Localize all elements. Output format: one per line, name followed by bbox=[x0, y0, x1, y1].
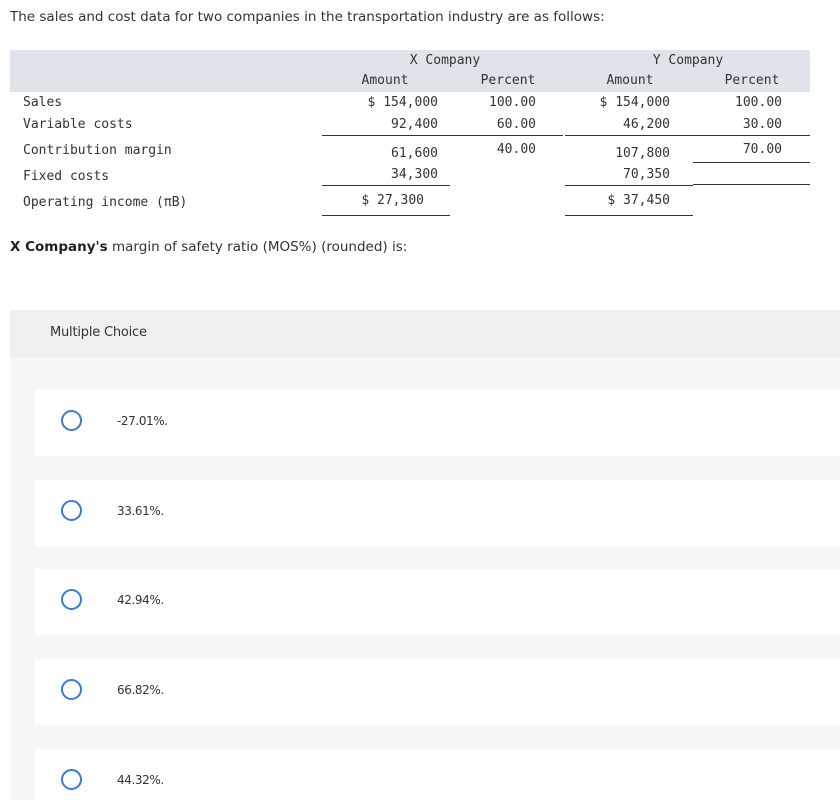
question-text: X Company's margin of safety ratio (MOS%… bbox=[10, 239, 407, 255]
x-percent-header: Percent bbox=[480, 73, 536, 88]
radio-button[interactable] bbox=[61, 769, 82, 790]
y-variable-underline bbox=[565, 135, 693, 136]
answer-option-label: 66.82%. bbox=[117, 683, 164, 697]
answer-option-label: -27.01%. bbox=[117, 414, 168, 428]
radio-button[interactable] bbox=[61, 410, 82, 431]
x-company-header: X Company bbox=[409, 53, 481, 68]
y-contribution-percent-underline bbox=[693, 162, 810, 163]
y-contribution-percent: 70.00 bbox=[742, 142, 782, 157]
multiple-choice-panel: Multiple Choice -27.01%. 33.61%. 42.94%.… bbox=[10, 310, 840, 800]
answer-option-2[interactable]: 33.61%. bbox=[35, 480, 840, 546]
answer-option-4[interactable]: 66.82%. bbox=[35, 659, 840, 725]
row-label-sales: Sales bbox=[23, 95, 63, 110]
x-variable-underline bbox=[322, 135, 450, 136]
y-percent-header: Percent bbox=[724, 73, 780, 88]
answer-option-label: 42.94%. bbox=[117, 593, 164, 607]
y-variable-percent: 30.00 bbox=[742, 117, 782, 132]
answer-option-5[interactable]: 44.32%. bbox=[35, 749, 840, 800]
radio-button[interactable] bbox=[61, 679, 82, 700]
x-variable-percent: 60.00 bbox=[496, 117, 536, 132]
y-company-header: Y Company bbox=[652, 53, 724, 68]
x-sales-percent: 100.00 bbox=[489, 95, 536, 110]
x-operating-income-underline bbox=[322, 215, 450, 216]
y-fixed-amount: 70,350 bbox=[623, 167, 670, 182]
y-sales-amount: $ 154,000 bbox=[599, 95, 670, 110]
answer-option-3[interactable]: 42.94%. bbox=[35, 569, 840, 635]
y-amount-header: Amount bbox=[606, 73, 654, 88]
answer-option-label: 44.32%. bbox=[117, 773, 164, 787]
table-header-band bbox=[10, 50, 810, 92]
x-amount-header: Amount bbox=[361, 73, 409, 88]
row-label-variable-costs: Variable costs bbox=[23, 117, 133, 132]
x-variable-amount: 92,400 bbox=[391, 117, 438, 132]
y-fixed-percent-underline bbox=[693, 184, 810, 185]
multiple-choice-title: Multiple Choice bbox=[50, 325, 147, 340]
y-operating-income-amount: $ 37,450 bbox=[607, 193, 670, 208]
row-label-operating-income: Operating income (πB) bbox=[23, 195, 188, 210]
answer-option-1[interactable]: -27.01%. bbox=[35, 390, 840, 456]
radio-button[interactable] bbox=[61, 500, 82, 521]
y-contribution-amount: 107,800 bbox=[615, 146, 670, 161]
x-contribution-amount: 61,600 bbox=[391, 146, 438, 161]
multiple-choice-header: Multiple Choice bbox=[10, 310, 840, 358]
question-company: X Company's bbox=[10, 239, 108, 255]
financial-table: X Company Y Company Amount Percent Amoun… bbox=[10, 50, 810, 230]
answer-option-label: 33.61%. bbox=[117, 504, 164, 518]
row-label-contribution-margin: Contribution margin bbox=[23, 143, 172, 158]
radio-button[interactable] bbox=[61, 589, 82, 610]
y-percent-underline bbox=[693, 135, 810, 136]
y-operating-income-underline bbox=[565, 215, 693, 216]
x-contribution-percent: 40.00 bbox=[496, 142, 536, 157]
x-sales-amount: $ 154,000 bbox=[367, 95, 438, 110]
x-fixed-amount: 34,300 bbox=[391, 167, 438, 182]
x-fixed-underline bbox=[322, 185, 450, 186]
x-percent-underline bbox=[450, 135, 563, 136]
question-rest: margin of safety ratio (MOS%) (rounded) … bbox=[107, 239, 408, 255]
y-sales-percent: 100.00 bbox=[735, 95, 782, 110]
intro-text: The sales and cost data for two companie… bbox=[10, 9, 605, 25]
y-fixed-underline bbox=[565, 185, 693, 186]
y-variable-amount: 46,200 bbox=[623, 117, 670, 132]
x-operating-income-amount: $ 27,300 bbox=[361, 193, 424, 208]
row-label-fixed-costs: Fixed costs bbox=[23, 169, 110, 184]
